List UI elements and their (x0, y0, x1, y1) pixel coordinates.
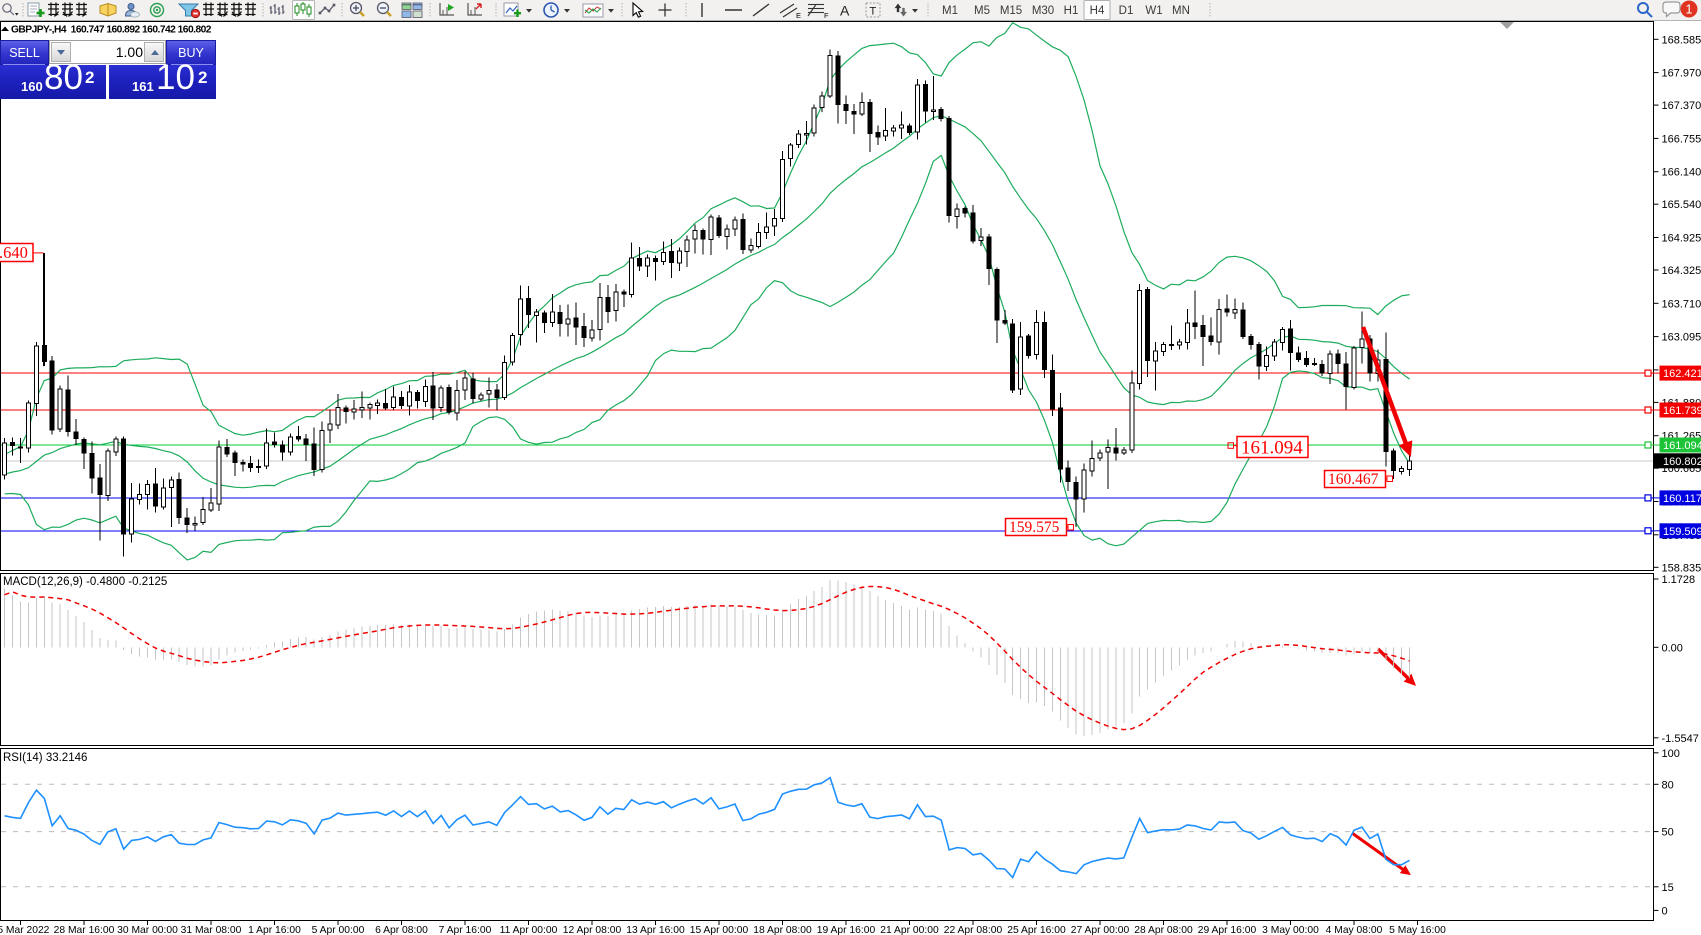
svg-text:6 Apr 08:00: 6 Apr 08:00 (375, 925, 428, 935)
svg-text:19 Apr 16:00: 19 Apr 16:00 (817, 925, 876, 935)
svg-text:50: 50 (1662, 827, 1674, 839)
svg-text:GBPJPY-,H4 160.747 160.892 16: GBPJPY-,H4 160.747 160.892 160.742 160.8… (11, 25, 212, 36)
svg-text:F: F (824, 11, 829, 20)
svg-text:13 Apr 16:00: 13 Apr 16:00 (626, 925, 685, 935)
svg-text:M1: M1 (942, 5, 958, 17)
svg-text:25 Mar 2022: 25 Mar 2022 (0, 925, 50, 935)
svg-text:H4: H4 (1090, 5, 1105, 17)
svg-text:E: E (796, 11, 801, 20)
svg-text:15 Apr 00:00: 15 Apr 00:00 (690, 925, 749, 935)
svg-text:M15: M15 (1000, 5, 1022, 17)
svg-text:18 Apr 08:00: 18 Apr 08:00 (753, 925, 812, 935)
svg-text:163.710: 163.710 (1662, 298, 1701, 310)
svg-text:25 Apr 16:00: 25 Apr 16:00 (1007, 925, 1066, 935)
svg-text:RSI(14) 33.2146: RSI(14) 33.2146 (3, 752, 87, 764)
svg-text:160.117: 160.117 (1663, 493, 1701, 505)
svg-text:D1: D1 (1119, 5, 1134, 17)
svg-text:31 Mar 08:00: 31 Mar 08:00 (181, 925, 242, 935)
svg-text:12 Apr 08:00: 12 Apr 08:00 (563, 925, 622, 935)
svg-text:100: 100 (1662, 748, 1680, 760)
svg-text:164.325: 164.325 (1662, 265, 1701, 277)
svg-text:1: 1 (1686, 3, 1693, 17)
svg-text:160.802: 160.802 (1663, 456, 1701, 468)
svg-text:.640: .640 (0, 243, 28, 262)
svg-text:158.835: 158.835 (1662, 562, 1701, 574)
svg-text:165.540: 165.540 (1662, 199, 1701, 211)
svg-text:162.421: 162.421 (1663, 368, 1701, 380)
svg-text:T: T (870, 6, 877, 18)
svg-text:A: A (840, 3, 850, 19)
svg-text:15: 15 (1662, 882, 1674, 894)
svg-text:159.509: 159.509 (1663, 526, 1701, 538)
svg-text:MACD(12,26,9) -0.4800 -0.2125: MACD(12,26,9) -0.4800 -0.2125 (3, 576, 167, 588)
svg-text:29 Apr 16:00: 29 Apr 16:00 (1198, 925, 1257, 935)
svg-text:5 May 16:00: 5 May 16:00 (1389, 925, 1446, 935)
svg-text:164.925: 164.925 (1662, 233, 1701, 245)
svg-text:28 Mar 16:00: 28 Mar 16:00 (54, 925, 115, 935)
svg-text:0: 0 (1662, 905, 1668, 917)
svg-text:159.575: 159.575 (1009, 519, 1060, 536)
svg-text:161.094: 161.094 (1663, 440, 1701, 452)
svg-text:161.094: 161.094 (1241, 438, 1303, 459)
svg-text:161.739: 161.739 (1663, 405, 1701, 417)
svg-text:163.095: 163.095 (1662, 332, 1701, 344)
svg-text:22 Apr 08:00: 22 Apr 08:00 (944, 925, 1003, 935)
svg-text:5 Apr 00:00: 5 Apr 00:00 (312, 925, 365, 935)
svg-text:21 Apr 00:00: 21 Apr 00:00 (880, 925, 939, 935)
svg-text:167.370: 167.370 (1662, 100, 1701, 112)
svg-text:W1: W1 (1145, 5, 1162, 17)
svg-text:160.467: 160.467 (1328, 471, 1379, 488)
svg-text:1 Apr 16:00: 1 Apr 16:00 (248, 925, 301, 935)
svg-text:7 Apr 16:00: 7 Apr 16:00 (439, 925, 492, 935)
svg-text:-1.5547: -1.5547 (1662, 733, 1699, 745)
svg-text:30 Mar 00:00: 30 Mar 00:00 (117, 925, 178, 935)
svg-text:M30: M30 (1032, 5, 1054, 17)
svg-text:80: 80 (1662, 779, 1674, 791)
svg-text:167.970: 167.970 (1662, 68, 1701, 80)
svg-text:27 Apr 00:00: 27 Apr 00:00 (1071, 925, 1130, 935)
svg-text:166.140: 166.140 (1662, 167, 1701, 179)
svg-text:28 Apr 08:00: 28 Apr 08:00 (1134, 925, 1193, 935)
svg-text:168.585: 168.585 (1662, 34, 1701, 46)
svg-text:166.755: 166.755 (1662, 133, 1701, 145)
svg-text:M5: M5 (974, 5, 990, 17)
svg-text:H1: H1 (1064, 5, 1079, 17)
svg-text:1.1728: 1.1728 (1662, 574, 1696, 586)
svg-text:11 Apr 00:00: 11 Apr 00:00 (500, 925, 558, 935)
svg-text:4 May 08:00: 4 May 08:00 (1326, 925, 1383, 935)
svg-text:0.00: 0.00 (1662, 642, 1683, 654)
svg-text:MN: MN (1172, 5, 1190, 17)
svg-text:3 May 00:00: 3 May 00:00 (1262, 925, 1319, 935)
